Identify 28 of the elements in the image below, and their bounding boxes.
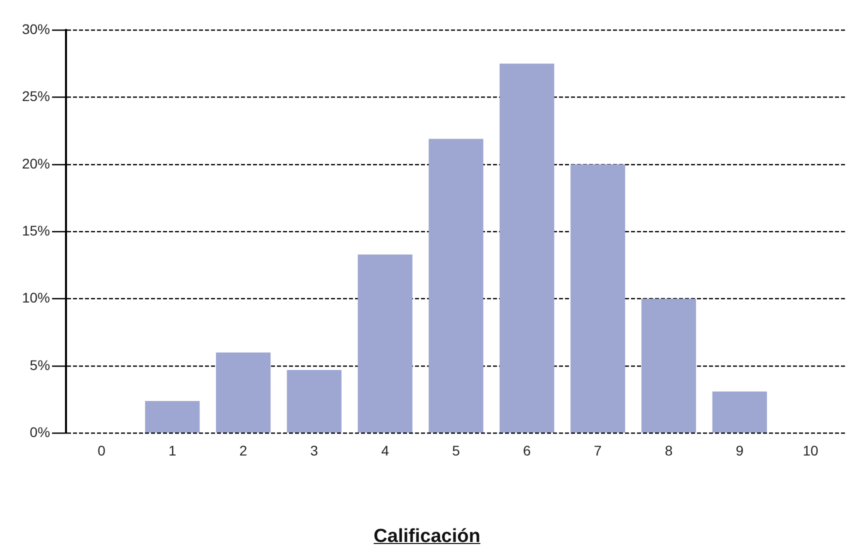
x-tick-label: 7 xyxy=(594,442,602,458)
bar xyxy=(570,164,626,433)
x-tick-label: 6 xyxy=(523,442,532,458)
x-tick-label: 10 xyxy=(802,442,819,458)
x-tick-label: 9 xyxy=(736,442,744,458)
y-tick-label: 10% xyxy=(22,290,50,306)
x-tick-label: 2 xyxy=(239,442,248,458)
y-tick-label: 20% xyxy=(22,155,50,172)
x-tick-label: 3 xyxy=(310,442,318,458)
x-tick-label: 4 xyxy=(381,442,390,458)
x-tick-label: 5 xyxy=(452,442,460,458)
bar xyxy=(286,370,342,433)
bar xyxy=(358,254,412,433)
y-tick-label: 0% xyxy=(30,424,50,440)
bar xyxy=(500,64,554,433)
y-tick-label: 15% xyxy=(22,222,50,238)
x-tick-label: 1 xyxy=(168,442,176,458)
y-tick-label: 5% xyxy=(30,356,50,373)
y-tick-label: 30% xyxy=(22,20,50,37)
bar xyxy=(216,352,271,433)
bar xyxy=(712,392,767,433)
y-tick-label: 25% xyxy=(22,88,50,104)
bar xyxy=(145,400,200,433)
bar xyxy=(428,138,484,433)
x-axis-title: Calificación xyxy=(372,526,482,548)
x-tick-label: 8 xyxy=(664,442,673,458)
bar xyxy=(641,298,696,433)
x-tick-label: 0 xyxy=(98,442,106,458)
